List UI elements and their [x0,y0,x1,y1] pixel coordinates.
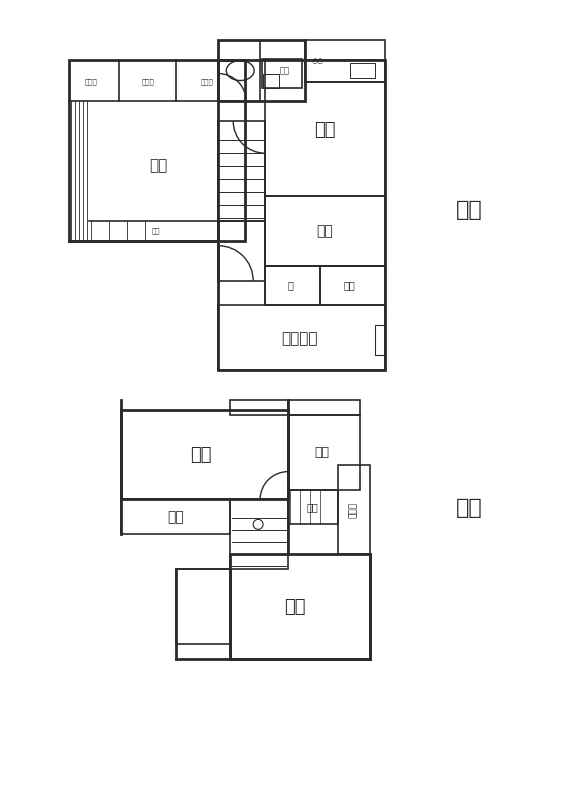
Text: 和室: 和室 [316,224,333,237]
Bar [265,60,384,196]
Text: 土間: 土間 [280,66,290,75]
Bar [218,60,384,370]
Bar [320,266,384,305]
Bar [265,196,384,266]
Text: ２下: ２下 [456,499,482,518]
Text: 洋室: 洋室 [284,598,305,616]
Text: 押入: 押入 [344,281,356,290]
Text: タンス: タンス [349,501,358,518]
Bar [121,499,230,534]
Bar [262,58,302,88]
Text: ベッド: ベッド [85,78,97,85]
Bar [263,73,279,88]
Bar [218,221,265,281]
Text: １下: １下 [456,200,482,220]
Bar [218,39,305,102]
Bar [265,266,320,305]
Bar [375,325,384,355]
Bar [230,400,288,415]
Bar [121,410,288,499]
Bar [218,122,265,221]
Text: ＤＫ: ＤＫ [314,122,336,140]
Text: 棚: 棚 [287,281,293,290]
Bar [349,62,375,77]
Text: 本室: 本室 [150,159,168,174]
Bar [69,60,245,241]
Bar [230,554,369,659]
Text: 縁側: 縁側 [151,227,160,234]
Bar [218,305,384,370]
Text: ○○: ○○ [312,58,324,64]
Bar [305,39,384,81]
Text: ベッド: ベッド [201,78,214,85]
Bar [337,465,369,554]
Bar [175,569,230,644]
Text: 洋室: 洋室 [190,446,211,464]
Text: 押入: 押入 [307,503,319,512]
Text: ベッド: ベッド [141,78,154,85]
Text: 収納: 収納 [167,510,184,525]
Bar [288,489,337,525]
Bar [230,499,288,569]
Text: 洋室　一: 洋室 一 [282,331,318,346]
Bar [288,400,360,415]
Text: 布室: 布室 [314,447,329,459]
Bar [288,415,360,489]
